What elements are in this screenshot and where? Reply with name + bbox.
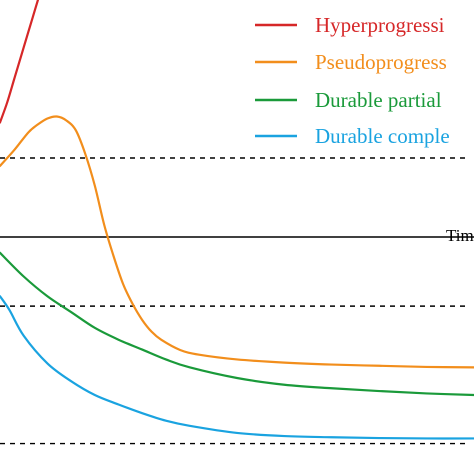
- reference-lines: [0, 157, 474, 445]
- series-lines: [0, 0, 474, 440]
- legend-label-0: Hyperprogressi: [315, 13, 445, 37]
- series-line-0: [0, 0, 40, 124]
- series-line-2: [0, 251, 474, 397]
- legend: Hyperprogressi Pseudoprogress Durable part…: [255, 13, 450, 148]
- x-axis-label: Tim: [446, 226, 474, 245]
- series-line-1: [0, 115, 474, 369]
- legend-label-1: Pseudoprogress: [315, 50, 447, 74]
- series-line-3: [0, 295, 474, 440]
- legend-label-3: Durable comple: [315, 124, 450, 148]
- legend-label-2: Durable partial: [315, 88, 442, 112]
